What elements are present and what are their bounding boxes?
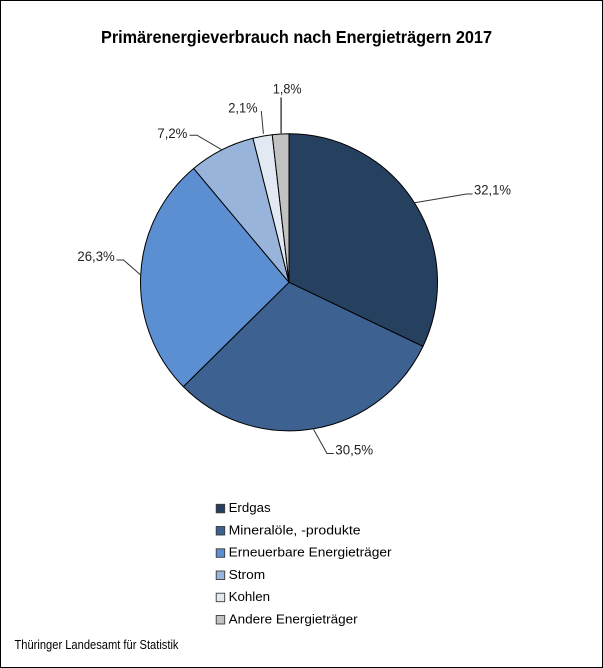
svg-text:Primärenergieverbrauch nach En: Primärenergieverbrauch nach Energieträge… [101, 27, 492, 47]
svg-text:Thüringer Landesamt für Statis: Thüringer Landesamt für Statistik [15, 637, 179, 652]
svg-text:Kohlen: Kohlen [229, 589, 271, 604]
svg-text:7,2%: 7,2% [157, 126, 187, 141]
svg-text:32,1%: 32,1% [474, 182, 511, 197]
svg-text:Erdgas: Erdgas [229, 500, 271, 515]
svg-text:Erneuerbare Energieträger: Erneuerbare Energieträger [229, 545, 393, 560]
svg-text:Strom: Strom [229, 567, 266, 582]
svg-text:Andere Energieträger: Andere Energieträger [229, 611, 359, 626]
svg-text:30,5%: 30,5% [335, 442, 373, 457]
svg-text:2,1%: 2,1% [228, 101, 257, 116]
svg-text:26,3%: 26,3% [77, 249, 114, 264]
svg-text:Mineralöle, -produkte: Mineralöle, -produkte [229, 522, 361, 537]
svg-text:1,8%: 1,8% [273, 82, 302, 97]
